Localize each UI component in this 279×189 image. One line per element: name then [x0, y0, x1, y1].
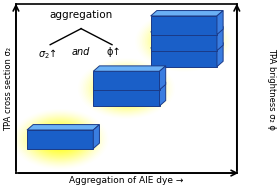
Ellipse shape: [153, 22, 215, 61]
Ellipse shape: [148, 19, 220, 64]
Ellipse shape: [54, 135, 67, 143]
Polygon shape: [151, 27, 223, 32]
Polygon shape: [151, 43, 223, 48]
Ellipse shape: [171, 33, 197, 50]
Polygon shape: [93, 66, 166, 71]
Ellipse shape: [100, 72, 152, 105]
Ellipse shape: [26, 118, 94, 161]
Polygon shape: [27, 130, 93, 149]
Text: $\sigma_2$↑: $\sigma_2$↑: [39, 47, 57, 61]
Ellipse shape: [115, 81, 138, 96]
Ellipse shape: [161, 27, 206, 56]
Ellipse shape: [125, 88, 128, 90]
Ellipse shape: [174, 35, 194, 47]
Ellipse shape: [104, 74, 149, 103]
Ellipse shape: [166, 30, 202, 53]
Text: and: and: [72, 47, 90, 57]
Ellipse shape: [164, 29, 203, 53]
Ellipse shape: [50, 133, 70, 145]
Ellipse shape: [34, 123, 86, 156]
Ellipse shape: [92, 67, 160, 110]
Ellipse shape: [52, 134, 68, 144]
Ellipse shape: [110, 78, 143, 99]
Polygon shape: [217, 11, 223, 35]
Ellipse shape: [123, 87, 130, 91]
Ellipse shape: [122, 86, 131, 92]
Polygon shape: [151, 32, 217, 51]
Ellipse shape: [155, 23, 213, 60]
Ellipse shape: [169, 32, 198, 50]
Ellipse shape: [28, 119, 93, 160]
Ellipse shape: [118, 84, 134, 94]
Ellipse shape: [59, 138, 62, 140]
Ellipse shape: [97, 70, 155, 107]
Ellipse shape: [158, 25, 210, 57]
Ellipse shape: [163, 28, 205, 54]
Text: TPA brightness σ₂ ϕ: TPA brightness σ₂ ϕ: [266, 48, 276, 129]
Ellipse shape: [96, 69, 157, 108]
Ellipse shape: [150, 20, 218, 63]
Ellipse shape: [29, 120, 91, 159]
Polygon shape: [217, 43, 223, 67]
Polygon shape: [160, 66, 166, 90]
Ellipse shape: [25, 117, 96, 162]
Ellipse shape: [107, 77, 146, 101]
Ellipse shape: [44, 129, 76, 149]
Ellipse shape: [49, 132, 71, 146]
Ellipse shape: [91, 66, 162, 111]
Ellipse shape: [120, 84, 133, 93]
Ellipse shape: [94, 68, 159, 109]
Y-axis label: TPA cross section σ₂: TPA cross section σ₂: [4, 47, 13, 131]
Polygon shape: [93, 87, 160, 106]
Polygon shape: [151, 16, 217, 35]
Polygon shape: [93, 125, 99, 149]
Ellipse shape: [182, 40, 186, 42]
Ellipse shape: [55, 136, 65, 142]
X-axis label: Aggregation of AIE dye →: Aggregation of AIE dye →: [69, 176, 184, 185]
Ellipse shape: [37, 125, 83, 153]
Ellipse shape: [160, 26, 208, 57]
Ellipse shape: [99, 71, 154, 106]
Ellipse shape: [45, 130, 75, 148]
Ellipse shape: [39, 126, 81, 153]
Polygon shape: [217, 27, 223, 51]
Polygon shape: [151, 11, 223, 16]
Ellipse shape: [102, 73, 151, 104]
Polygon shape: [27, 125, 99, 130]
Ellipse shape: [112, 80, 141, 98]
Ellipse shape: [41, 127, 80, 151]
Ellipse shape: [114, 81, 139, 97]
Ellipse shape: [105, 75, 147, 102]
Ellipse shape: [117, 83, 136, 95]
Ellipse shape: [36, 124, 85, 154]
Ellipse shape: [156, 24, 211, 59]
Ellipse shape: [172, 34, 195, 48]
Ellipse shape: [151, 21, 216, 62]
Ellipse shape: [33, 122, 88, 156]
Polygon shape: [93, 71, 160, 90]
Ellipse shape: [181, 39, 187, 43]
Text: ϕ↑: ϕ↑: [107, 47, 122, 57]
Ellipse shape: [57, 137, 63, 141]
Ellipse shape: [179, 38, 189, 44]
Polygon shape: [160, 82, 166, 106]
Ellipse shape: [176, 36, 192, 46]
Ellipse shape: [109, 77, 144, 100]
Polygon shape: [93, 82, 166, 87]
Ellipse shape: [177, 37, 190, 45]
Ellipse shape: [168, 31, 200, 51]
Ellipse shape: [42, 128, 78, 150]
Polygon shape: [151, 48, 217, 67]
Text: aggregation: aggregation: [49, 10, 113, 20]
Ellipse shape: [31, 121, 89, 157]
Ellipse shape: [47, 131, 73, 147]
